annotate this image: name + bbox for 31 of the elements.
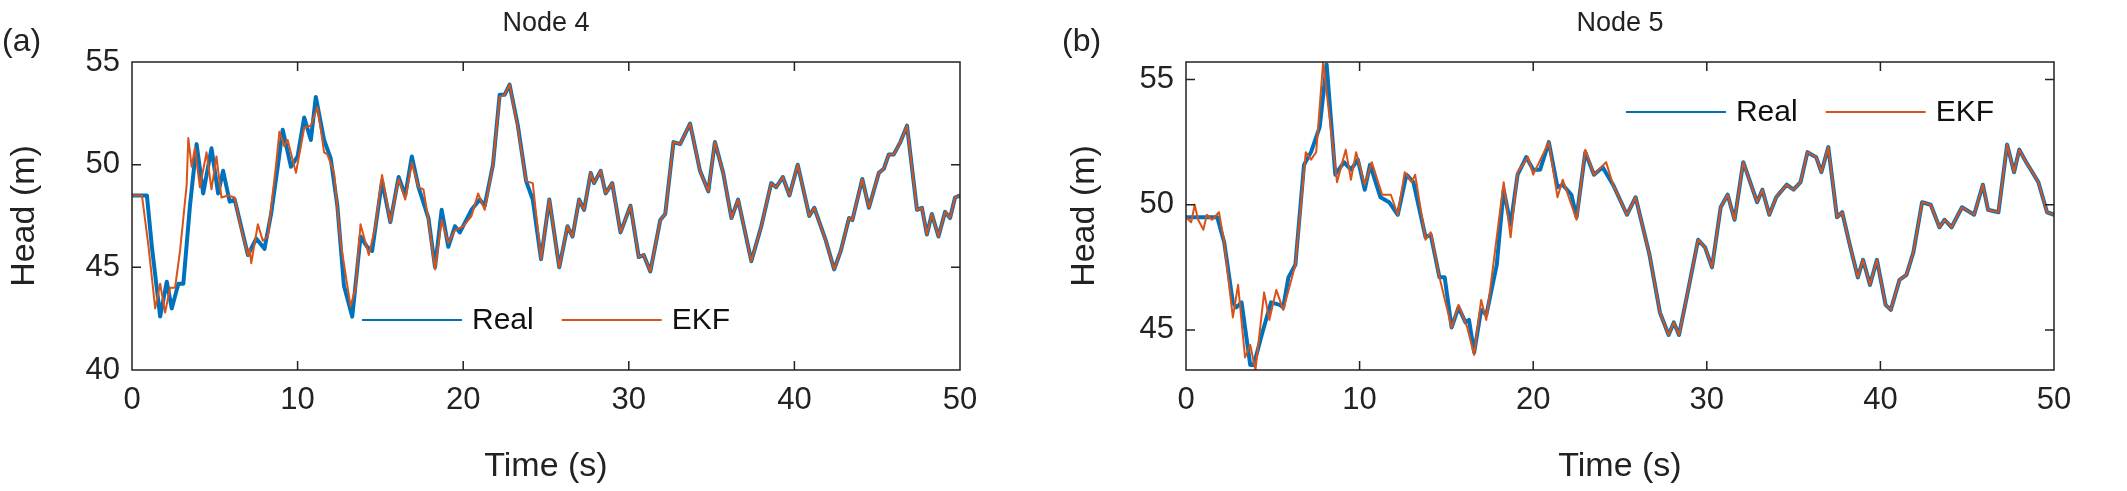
- x-tick-label: 0: [1177, 381, 1195, 417]
- y-tick-label: 50: [85, 145, 120, 181]
- x-tick-label: 40: [777, 381, 812, 417]
- x-tick-label: 30: [611, 381, 647, 417]
- y-tick-label: 55: [1139, 60, 1174, 96]
- x-tick-label: 10: [1342, 381, 1377, 417]
- chart-title: Node 4: [502, 7, 590, 38]
- x-tick-label: 0: [123, 381, 141, 417]
- legend-label: Real: [1735, 94, 1798, 128]
- y-tick-label: 50: [1139, 185, 1174, 221]
- legend-label: EKF: [1935, 94, 1995, 128]
- y-tick-label: 45: [85, 247, 120, 283]
- legend-label: Real: [471, 302, 534, 336]
- x-tick-label: 40: [1863, 381, 1898, 417]
- y-tick-label: 55: [85, 42, 120, 78]
- x-tick-label: 30: [1689, 381, 1725, 417]
- text: (b): [1062, 21, 1102, 58]
- x-tick-label: 20: [1515, 381, 1551, 417]
- y-axis-title: Head (m): [1062, 145, 1101, 287]
- x-tick-label: 20: [445, 381, 481, 417]
- y-tick-label: 45: [1139, 310, 1174, 346]
- x-tick-label: 50: [942, 381, 978, 417]
- legend-label: EKF: [671, 302, 731, 336]
- x-axis-title: Time (s): [1558, 444, 1682, 483]
- y-tick-label: 40: [85, 350, 120, 386]
- y-axis-title: Head (m): [2, 145, 41, 287]
- x-tick-label: 10: [280, 381, 315, 417]
- x-axis-title: Time (s): [484, 444, 608, 483]
- text: (a): [2, 21, 42, 58]
- x-tick-label: 50: [2036, 381, 2072, 417]
- chart-title: Node 5: [1576, 7, 1664, 38]
